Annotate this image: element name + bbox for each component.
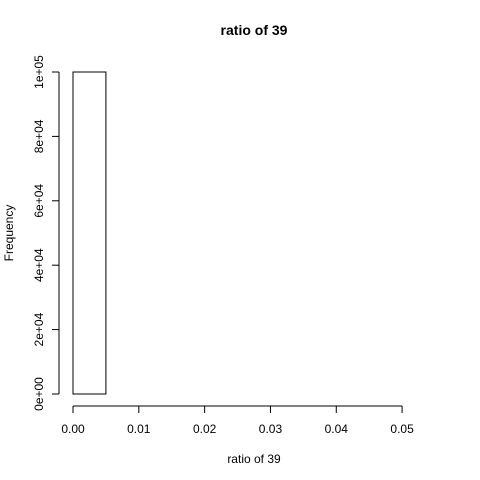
- y-tick-label-2: 4e+04: [32, 248, 46, 282]
- y-tick-label-0: 0e+00: [32, 377, 46, 411]
- y-tick-label-3: 6e+04: [32, 184, 46, 218]
- x-tick-label-4: 0.04: [325, 422, 349, 436]
- chart-title: ratio of 39: [221, 22, 288, 38]
- x-tick-label-3: 0.03: [259, 422, 283, 436]
- y-tick-label-1: 2e+04: [32, 312, 46, 346]
- x-axis-label: ratio of 39: [227, 452, 281, 466]
- y-axis-label: Frequency: [2, 205, 16, 262]
- x-axis: 0.00 0.01 0.02 0.03 0.04 0.05: [61, 405, 414, 436]
- y-tick-label-4: 8e+04: [32, 119, 46, 153]
- histogram-bar-0: [72, 71, 107, 395]
- x-tick-label-2: 0.02: [193, 422, 217, 436]
- y-axis: 0e+00 2e+04 4e+04 6e+04 8e+04 1e+05: [32, 55, 60, 411]
- x-tick-label-0: 0.00: [61, 422, 85, 436]
- x-tick-label-1: 0.01: [127, 422, 151, 436]
- x-tick-label-5: 0.05: [390, 422, 414, 436]
- y-tick-label-5: 1e+05: [32, 55, 46, 89]
- histogram-bars: [72, 71, 107, 395]
